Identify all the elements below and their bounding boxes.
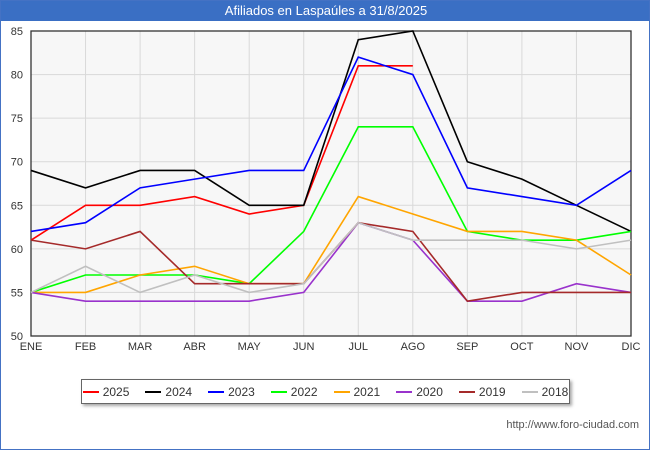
svg-text:80: 80 — [11, 70, 23, 82]
svg-text:65: 65 — [11, 200, 23, 212]
svg-text:ABR: ABR — [183, 341, 206, 353]
svg-text:SEP: SEP — [456, 341, 478, 353]
svg-text:75: 75 — [11, 113, 23, 125]
svg-text:AGO: AGO — [401, 341, 426, 353]
svg-text:NOV: NOV — [565, 341, 590, 353]
svg-text:55: 55 — [11, 287, 23, 299]
svg-text:70: 70 — [11, 157, 23, 169]
svg-text:OCT: OCT — [510, 341, 534, 353]
svg-text:MAY: MAY — [238, 341, 262, 353]
svg-text:JUL: JUL — [348, 341, 368, 353]
svg-text:JUN: JUN — [293, 341, 314, 353]
svg-text:DIC: DIC — [622, 341, 641, 353]
svg-text:85: 85 — [11, 26, 23, 38]
svg-text:MAR: MAR — [128, 341, 153, 353]
svg-text:60: 60 — [11, 244, 23, 256]
svg-text:FEB: FEB — [75, 341, 96, 353]
svg-text:ENE: ENE — [20, 341, 43, 353]
